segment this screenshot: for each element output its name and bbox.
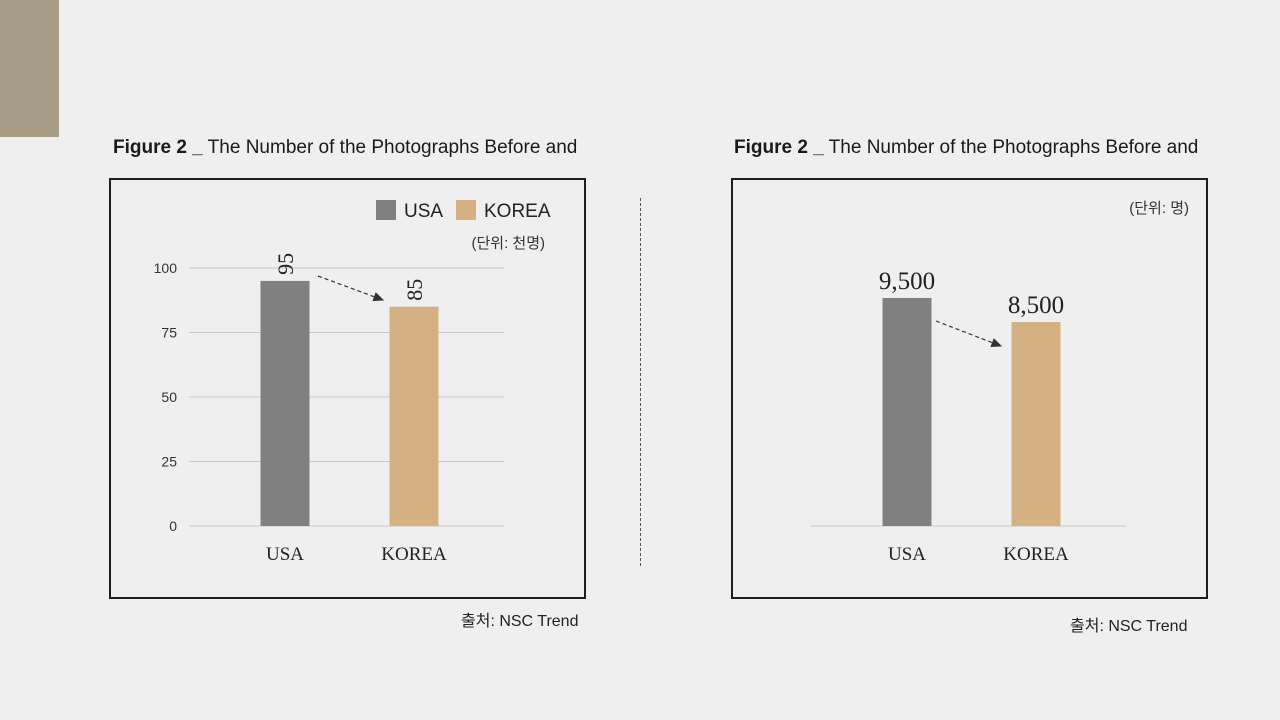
data-label: 8,500: [1008, 292, 1064, 319]
unit-label: (단위: 천명): [471, 235, 545, 252]
divider: [640, 198, 641, 566]
x-tick-label: USA: [888, 544, 926, 565]
trend-arrow: [317, 275, 385, 302]
data-label: 85: [402, 279, 427, 301]
figure-title-2: Figure 2 _ The Number of the Photographs…: [734, 137, 1199, 158]
trend-arrow: [935, 320, 1003, 348]
unit-label: (단위: 명): [1129, 200, 1189, 217]
bar-usa: [882, 298, 932, 526]
source-label-2: 출처: NSC Trend: [1070, 618, 1188, 635]
y-tick-label: 75: [161, 325, 177, 341]
legend-label-korea: KOREA: [484, 201, 551, 222]
x-tick-label: KOREA: [1003, 544, 1069, 565]
legend-swatch-usa: [376, 200, 396, 220]
chart-frame-1: 0 25 50 75 100 95 85 USA KOREA USA KOREA (단위: 천…: [109, 178, 586, 599]
bar-chart-2: 9,500 8,500 USA KOREA (단위: 명): [811, 200, 1189, 565]
legend-swatch-korea: [456, 200, 476, 220]
y-tick-label: 50: [161, 389, 177, 405]
legend-label-usa: USA: [404, 201, 443, 222]
chart-frame-2: 9,500 8,500 USA KOREA (단위: 명): [731, 178, 1208, 599]
accent-block: [0, 0, 59, 137]
x-tick-label: USA: [266, 544, 304, 565]
data-label: 9,500: [879, 268, 935, 295]
y-tick-label: 100: [154, 260, 178, 276]
bar-korea: [389, 306, 439, 526]
bar-korea: [1011, 322, 1061, 526]
figure-title-1: Figure 2 _ The Number of the Photographs…: [113, 137, 578, 158]
y-tick-label: 25: [161, 454, 177, 470]
x-tick-label: KOREA: [381, 544, 447, 565]
data-label: 95: [273, 253, 298, 275]
bar-chart-1: 0 25 50 75 100 95 85 USA KOREA USA KOREA (단위: 천…: [154, 200, 551, 565]
y-tick-label: 0: [169, 518, 177, 534]
bar-usa: [260, 280, 310, 526]
source-label-1: 출처: NSC Trend: [461, 613, 579, 630]
